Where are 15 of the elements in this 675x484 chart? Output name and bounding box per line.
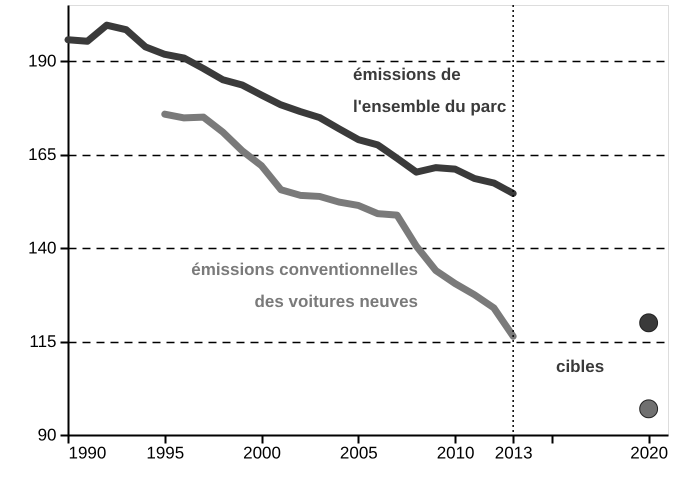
x-tick-label: 2000 bbox=[243, 444, 281, 462]
annotation: cibles bbox=[556, 357, 604, 376]
x-tick-label: 2010 bbox=[436, 444, 475, 462]
y-tick-label: 140 bbox=[28, 238, 56, 258]
x-tick-label: 2005 bbox=[340, 444, 378, 462]
x-tick-label: 1995 bbox=[146, 444, 184, 462]
annotation: émissions de l'ensemble du parc bbox=[353, 65, 506, 116]
annotation: émissions conventionnelles des voitures neuves bbox=[191, 260, 418, 311]
y-tick-label: 90 bbox=[38, 426, 56, 444]
x-tick-label: 1990 bbox=[68, 444, 106, 462]
x-tick-label: 2013 bbox=[494, 444, 533, 462]
y-tick-label: 190 bbox=[28, 52, 56, 71]
y-tick-label: 165 bbox=[28, 145, 56, 164]
y-tick-label: 115 bbox=[29, 332, 56, 352]
x-tick-label: 2020 bbox=[630, 444, 668, 462]
